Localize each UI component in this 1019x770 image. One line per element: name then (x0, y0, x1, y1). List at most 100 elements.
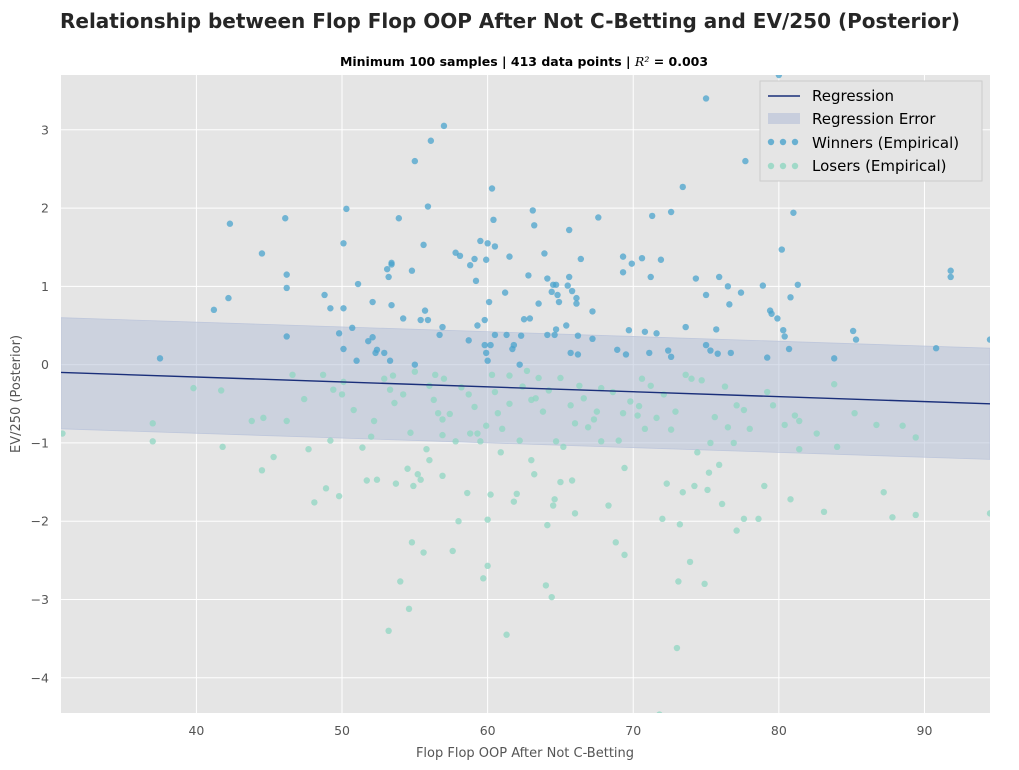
winner-point (343, 205, 350, 213)
loser-point (373, 476, 381, 483)
winner-point (947, 273, 954, 281)
winner-point (774, 315, 781, 322)
loser-point (755, 515, 762, 523)
winner-point (707, 347, 714, 354)
winner-point (780, 327, 787, 334)
loser-point (528, 396, 535, 404)
loser-point (769, 402, 777, 409)
loser-point (656, 711, 663, 713)
winner-point (737, 289, 745, 296)
loser-point (471, 403, 478, 411)
winner-point (554, 291, 561, 299)
winner-point (619, 269, 627, 276)
loser-point (338, 391, 346, 398)
loser-point (488, 371, 496, 379)
loser-point (673, 644, 681, 652)
legend-loser-dot (779, 162, 787, 170)
winner-point (327, 305, 334, 312)
loser-point (621, 464, 628, 472)
winner-point (574, 332, 582, 339)
x-tick-label: 40 (188, 723, 204, 738)
loser-point (359, 444, 366, 451)
regression-line (61, 371, 990, 405)
loser-point (912, 434, 919, 441)
y-tick-label: 2 (41, 201, 49, 216)
loser-point (417, 476, 424, 483)
winner-point (340, 345, 347, 353)
winner-point (484, 240, 491, 247)
loser-point (576, 382, 583, 389)
winner-point (664, 347, 672, 354)
loser-point (548, 593, 555, 601)
x-tick-label: 60 (480, 723, 496, 738)
winner-point (210, 306, 218, 314)
loser-point (667, 426, 675, 433)
loser-point (335, 492, 343, 500)
x-tick-label: 70 (625, 723, 641, 738)
winner-point (573, 294, 580, 302)
winner-point (340, 305, 347, 312)
winner-point (544, 331, 551, 339)
loser-point (740, 515, 748, 523)
winner-point (682, 323, 689, 331)
loser-point (423, 445, 430, 453)
winner-point (641, 328, 649, 335)
winner-point (552, 326, 560, 333)
winner-point (411, 361, 419, 368)
winner-point (595, 214, 602, 221)
winner-point (667, 208, 675, 216)
winner-point (383, 265, 391, 273)
winner-point (439, 323, 446, 331)
winner-point (491, 243, 499, 250)
winner-point (482, 349, 490, 357)
winner-point (679, 183, 686, 191)
winner-point (768, 310, 775, 317)
loser-point (149, 438, 156, 445)
winner-point (526, 315, 534, 322)
legend-error-label: Regression Error (812, 110, 936, 128)
loser-point (718, 500, 726, 508)
winner-point (225, 294, 232, 302)
winner-point (395, 215, 403, 222)
winner-point (388, 261, 395, 268)
y-tick-label: −3 (31, 592, 49, 607)
y-axis-label: EV/250 (Posterior) (9, 335, 24, 453)
winner-point (411, 157, 419, 165)
loser-point (542, 582, 550, 589)
loser-point (659, 515, 666, 523)
winner-point (466, 262, 474, 269)
loser-point (571, 510, 579, 517)
winner-point (726, 301, 733, 308)
loser-point (414, 471, 421, 478)
loser-point (647, 382, 654, 389)
winner-point (381, 349, 388, 357)
loser-point (491, 388, 499, 396)
winner-point (283, 333, 290, 340)
loser-point (781, 421, 788, 429)
loser-point (549, 502, 557, 509)
winner-point (386, 357, 394, 364)
winner-point (282, 215, 289, 222)
winner-point (653, 330, 660, 337)
x-tick-label: 90 (917, 723, 933, 738)
chart-subtitle: Minimum 100 samples | 413 data points | … (340, 54, 708, 69)
loser-point (653, 414, 660, 422)
loser-point (764, 388, 771, 396)
loser-point (711, 413, 718, 421)
loser-point (482, 422, 490, 429)
loser-point (523, 367, 531, 375)
loser-point (598, 438, 605, 445)
y-axis-ticks: −4 −3 −2 −1 0 1 2 3 (31, 122, 49, 685)
loser-point (851, 409, 858, 417)
winner-point (742, 157, 749, 165)
winner-point (790, 209, 797, 216)
loser-point (791, 412, 799, 419)
loser-point (510, 498, 518, 505)
loser-point (484, 562, 491, 570)
loser-point (466, 430, 474, 437)
winner-point (335, 330, 343, 337)
winner-point (490, 216, 497, 224)
legend-losers-swatch (767, 162, 799, 170)
loser-point (889, 514, 896, 521)
winner-point (408, 267, 416, 274)
